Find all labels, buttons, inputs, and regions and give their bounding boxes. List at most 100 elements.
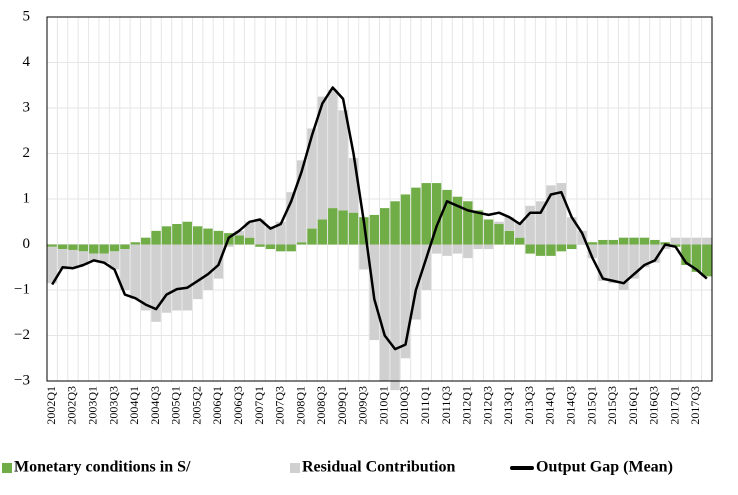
x-tick-label: 2003Q3: [106, 386, 120, 425]
y-tick-label: −2: [14, 327, 30, 343]
bar: [681, 244, 691, 265]
x-tick-label: 2014Q3: [563, 386, 577, 425]
bar: [421, 183, 431, 245]
bar: [234, 230, 244, 236]
bar: [473, 244, 483, 250]
bar: [120, 249, 130, 290]
bar: [161, 226, 172, 245]
bar: [99, 244, 109, 254]
bar: [328, 89, 338, 209]
y-tick-label: 5: [23, 8, 31, 24]
x-tick-label: 2010Q1: [376, 386, 390, 425]
bar: [120, 244, 130, 250]
bar: [660, 244, 670, 250]
x-tick-label: 2012Q1: [460, 386, 474, 425]
bar: [483, 219, 494, 245]
x-tick-label: 2011Q1: [418, 386, 432, 424]
bar: [515, 221, 525, 238]
bar: [411, 187, 421, 245]
bar: [130, 242, 141, 245]
x-tick-label: 2013Q3: [522, 386, 536, 425]
x-tick-label: 2005Q2: [189, 386, 203, 425]
bar: [78, 244, 89, 252]
bar: [359, 244, 369, 270]
bar: [213, 230, 224, 245]
bar: [265, 244, 276, 250]
bar: [89, 253, 99, 261]
bar: [629, 244, 639, 279]
bar: [307, 228, 317, 245]
y-tick-label: 2: [23, 145, 31, 161]
bar: [328, 208, 338, 245]
x-tick-label: 2013Q1: [501, 386, 515, 425]
bar: [151, 230, 161, 245]
legend-label: Monetary conditions in S/: [14, 459, 191, 476]
x-tick-label: 2009Q3: [356, 386, 370, 425]
bar: [681, 237, 691, 245]
bar: [587, 242, 598, 245]
bar: [203, 228, 213, 245]
bar: [691, 237, 702, 245]
bar: [338, 110, 348, 211]
bar: [68, 244, 78, 250]
bar: [244, 221, 255, 238]
bar: [556, 244, 567, 252]
bar: [452, 244, 463, 254]
bar: [535, 201, 546, 245]
bar: [369, 214, 379, 245]
legend-label: Output Gap (Mean): [536, 459, 673, 476]
bar: [598, 239, 608, 245]
x-tick-label: 2007Q3: [273, 386, 287, 425]
bar: [442, 189, 452, 245]
x-tick-label: 2016Q1: [626, 386, 640, 425]
plot-frame: [46, 16, 713, 382]
bar: [442, 244, 452, 256]
x-tick-label: 2015Q1: [584, 386, 598, 425]
bar: [276, 244, 286, 252]
bar: [670, 237, 681, 245]
x-tick-label: 2003Q1: [86, 386, 100, 425]
bar: [390, 244, 400, 391]
bar: [172, 224, 182, 245]
bar: [494, 224, 504, 245]
x-tick-label: 2016Q3: [647, 386, 661, 425]
y-tick-label: −3: [14, 372, 30, 388]
bar: [317, 219, 328, 245]
bar: [380, 244, 390, 381]
x-tick-label: 2012Q3: [480, 386, 494, 425]
bar: [567, 244, 577, 250]
x-tick-label: 2005Q1: [169, 386, 183, 425]
bar: [608, 244, 618, 284]
line: [51, 86, 708, 351]
bar: [702, 244, 712, 277]
bar: [307, 128, 317, 229]
bar: [255, 244, 265, 247]
bar: [192, 226, 203, 245]
legend-swatch: [290, 463, 300, 473]
bar: [525, 244, 535, 254]
bar: [78, 251, 89, 265]
bar: [89, 244, 99, 254]
x-tick-label: 2002Q3: [65, 386, 79, 425]
bar: [296, 160, 307, 243]
bar: [650, 244, 660, 263]
bar: [629, 237, 639, 245]
y-tick-label: 4: [23, 54, 31, 70]
legend-label: Residual Contribution: [302, 459, 455, 476]
y-tick-label: 0: [23, 236, 31, 252]
bar: [68, 249, 78, 269]
bar: [702, 237, 712, 245]
bar: [546, 185, 556, 245]
bar: [618, 244, 629, 290]
bar: [380, 208, 390, 245]
bar: [151, 244, 161, 322]
bar: [348, 158, 359, 213]
bar: [47, 246, 57, 284]
y-tick-label: 3: [23, 99, 31, 115]
x-tick-label: 2004Q3: [148, 386, 162, 425]
bar: [421, 244, 431, 290]
bar: [47, 244, 57, 247]
bar: [515, 237, 525, 245]
bar: [400, 244, 411, 359]
bar: [130, 244, 141, 300]
